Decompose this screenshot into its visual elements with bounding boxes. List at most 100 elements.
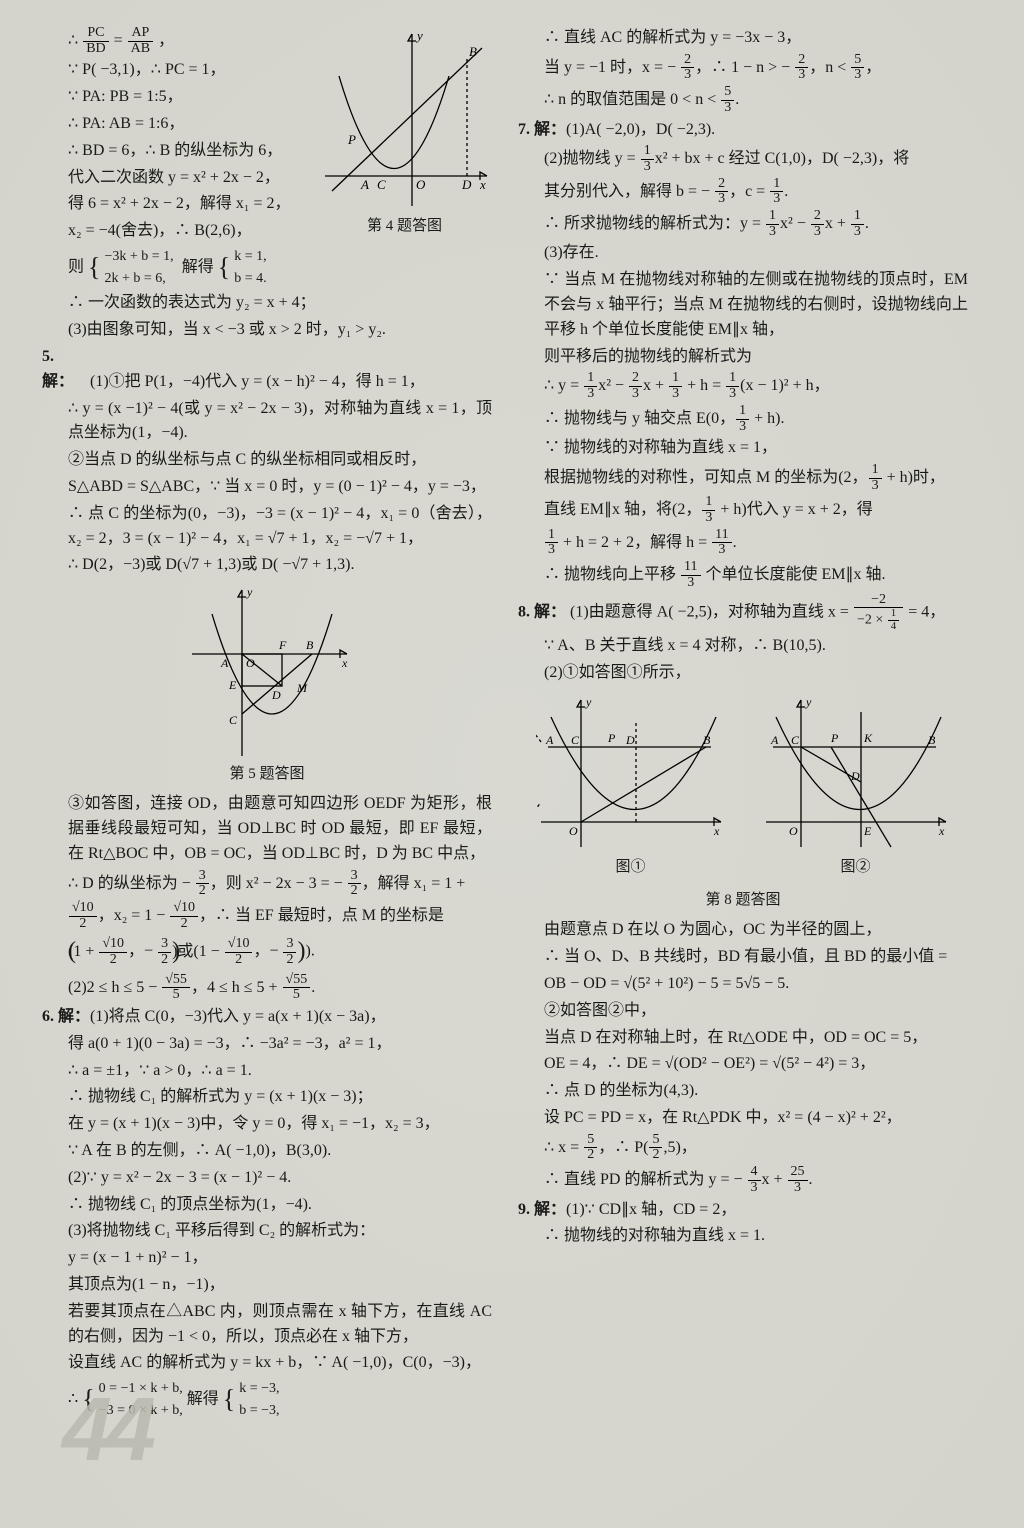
q8-line: (2)①如答图①所示， [518,661,968,686]
svg-text:C: C [571,733,580,747]
figure-8-1: y x A C P D B O 图① [536,692,726,885]
q6-line: ∴ a = ±1，∵ a > 0，∴ a = 1. [42,1059,492,1084]
q8-line: ②如答图②中， [518,999,968,1024]
q5-line: ∴ y = (x −1)² − 4(或 y = x² − 2x − 3)，对称轴… [42,397,492,447]
q7-line: 则平移后的抛物线的解析式为 [518,345,968,370]
svg-text:B: B [469,44,477,59]
q5-line: ③如答图，连接 OD，由题意可知四边形 OEDF 为矩形，根据垂线段最短可知，当… [42,792,492,866]
q8-line: ∴ x = 52，∴ P(52,5)， [518,1133,968,1163]
svg-text:A: A [220,656,229,670]
svg-text:B: B [703,733,711,747]
q7-head: 7. 解：(1)A( −2,0)，D( −2,3). [518,118,968,143]
q5-line: (2)2 ≤ h ≤ 5 − √555，4 ≤ h ≤ 5 + √555. [42,973,492,1003]
parabola-rect-icon: y x A O F B E D M C [182,584,352,759]
figure-8-2: y x A C P K D B O E 图② [761,692,951,885]
page: y x P A C O D B 第 4 题答图 ∴ PCBD = APAB ， … [0,0,1024,1528]
svg-text:O: O [246,656,255,670]
svg-text:x: x [341,656,348,670]
q6-line: 得 a(0 + 1)(0 − 3a) = −3，∴ −3a² = −3，a² =… [42,1032,492,1057]
svg-text:M: M [296,681,308,695]
svg-text:x: x [479,177,486,192]
figure-8-caption: 第 8 题答图 [518,889,968,912]
q6-line: 在 y = (x + 1)(x − 3)中，令 y = 0，得 x₁ = −1，… [42,1112,492,1137]
q7-line: ∴ 抛物线与 y 轴交点 E(0，13 + h). [518,404,968,434]
svg-text:A: A [770,733,779,747]
figure-8-1-caption: 图① [536,856,726,879]
svg-text:y: y [585,695,592,709]
q7-line: (2)抛物线 y = 13x² + bx + c 经过 C(1,0)，D( −2… [518,144,968,174]
q5-line: ∴ D 的纵坐标为 − 32，则 x² − 2x − 3 = − 32，解得 x… [42,869,492,899]
q7-line: ∴ y = 13x² − 23x + 13 + h = 13(x − 1)² +… [518,371,968,401]
q9-line: ∴ 抛物线的对称轴为直线 x = 1. [518,1224,968,1249]
svg-text:A: A [545,733,554,747]
q6-line: (3)将抛物线 C₁ 平移后得到 C₂ 的解析式为： [42,1219,492,1244]
q6c-line: 当 y = −1 时，x = − 23，∴ 1 − n > − 23，n < 5… [518,53,968,83]
q6-line: 若要其顶点在△ABC 内，则顶点需在 x 轴下方，在直线 AC 的右侧，因为 −… [42,1300,492,1350]
q6-line: 其顶点为(1 − n，−1)， [42,1273,492,1298]
q9-head: 9. 解：(1)∵ CD∥x 轴，CD = 2， [518,1198,968,1223]
svg-text:B: B [306,638,314,652]
q5-head: 5. 解：(1)①把 P(1，−4)代入 y = (x − h)² − 4，得 … [42,345,492,395]
q8-line: ∵ A、B 关于直线 x = 4 对称，∴ B(10,5). [518,634,968,659]
svg-text:O: O [789,824,798,838]
svg-text:B: B [928,733,936,747]
svg-text:C: C [229,713,238,727]
q8-line: ∴ 点 D 的坐标为(4,3). [518,1079,968,1104]
q4-line: ∴ 一次函数的表达式为 y₂ = x + 4； [42,291,492,316]
svg-text:P: P [607,731,616,745]
svg-text:K: K [863,731,873,745]
q6-line: ∴ 抛物线 C₁ 的顶点坐标为(1，−4). [42,1193,492,1218]
q5-line: ((1 + √102，− 32))或(1 − √102，− 32)). [42,933,492,970]
q7-line: ∵ 当点 M 在抛物线对称轴的左侧或在抛物线的顶点时，EM 不会与 x 轴平行；… [518,268,968,342]
q7-line: ∴ 抛物线向上平移 113 个单位长度能使 EM∥x 轴. [518,560,968,590]
figure-8-group: y x A C P D B O 图① [518,692,968,885]
svg-text:A: A [360,177,369,192]
q6-line: y = (x − 1 + n)² − 1， [42,1246,492,1271]
q5-line: ∴ 点 C 的坐标为(0，−3)，−3 = (x − 1)² − 4，x₁ = … [42,502,492,552]
figure-5: y x A O F B E D M C 第 5 题答图 [182,584,352,786]
parabola-lines-icon: y x A C P K D B O E [761,692,951,852]
q8-line: OB − OD = √(5² + 10²) − 5 = 5√5 − 5. [518,972,968,997]
figure-8-2-caption: 图② [761,856,951,879]
svg-text:y: y [246,585,253,599]
parabola-line-icon: y x P A C O D B [317,26,492,211]
svg-text:O: O [416,177,426,192]
parabola-circle-icon: y x A C P D B O [536,692,726,852]
svg-text:F: F [278,638,287,652]
svg-text:P: P [347,132,356,147]
q8-line: 当点 D 在对称轴上时，在 Rt△ODE 中，OD = OC = 5， [518,1026,968,1051]
svg-text:y: y [415,28,423,43]
q7-line: ∴ 所求抛物线的解析式为：y = 13x² − 23x + 13. [518,209,968,239]
svg-text:P: P [830,731,839,745]
svg-text:D: D [461,177,472,192]
svg-text:E: E [863,824,872,838]
page-number-watermark: 44 [62,1361,150,1501]
q4-line: (3)由图象可知，当 x < −3 或 x > 2 时，y₁ > y₂. [42,318,492,343]
q7-line: ∵ 抛物线的对称轴为直线 x = 1， [518,436,968,461]
q5-line: ∴ D(2，−3)或 D(√7 + 1,3)或 D( −√7 + 1,3). [42,553,492,578]
figure-4-caption: 第 4 题答图 [317,215,492,238]
q6-line: (2)∵ y = x² − 2x − 3 = (x − 1)² − 4. [42,1166,492,1191]
svg-text:x: x [938,824,945,838]
q7-line: 直线 EM∥x 轴，将(2，13 + h)代入 y = x + 2，得 [518,495,968,525]
q8-head: 8. 解： (1)由题意得 A( −2,5)，对称轴为直线 x = −2−2 ×… [518,593,968,633]
svg-text:E: E [228,678,237,692]
q7-line: (3)存在. [518,241,968,266]
q7-line: 13 + h = 2 + 2，解得 h = 113. [518,528,968,558]
figure-4: y x P A C O D B 第 4 题答图 [317,26,492,244]
q5-line: √102，x₂ = 1 − √102，∴ 当 EF 最短时，点 M 的坐标是 [42,901,492,931]
svg-text:C: C [377,177,386,192]
right-column: ∴ 直线 AC 的解析式为 y = −3x − 3， 当 y = −1 时，x … [518,26,968,1508]
svg-text:C: C [791,733,800,747]
q6-line: ∴ 抛物线 C₁ 的解析式为 y = (x + 1)(x − 3)； [42,1085,492,1110]
svg-text:x: x [713,824,720,838]
q4-brace-line: 则 { −3k + b = 1,2k + b = 6, 解得 { k = 1,b… [42,246,492,289]
q6c-line: ∴ n 的取值范围是 0 < n < 53. [518,85,968,115]
svg-text:D: D [625,733,635,747]
q6-line: ∵ A 在 B 的左侧，∴ A( −1,0)，B(3,0). [42,1139,492,1164]
left-column: y x P A C O D B 第 4 题答图 ∴ PCBD = APAB ， … [42,26,492,1508]
figure-5-caption: 第 5 题答图 [182,763,352,786]
svg-text:y: y [805,695,812,709]
q8-line: 由题意点 D 在以 O 为圆心，OC 为半径的圆上， [518,918,968,943]
q8-line: 设 PC = PD = x，在 Rt△PDK 中，x² = (4 − x)² +… [518,1106,968,1131]
